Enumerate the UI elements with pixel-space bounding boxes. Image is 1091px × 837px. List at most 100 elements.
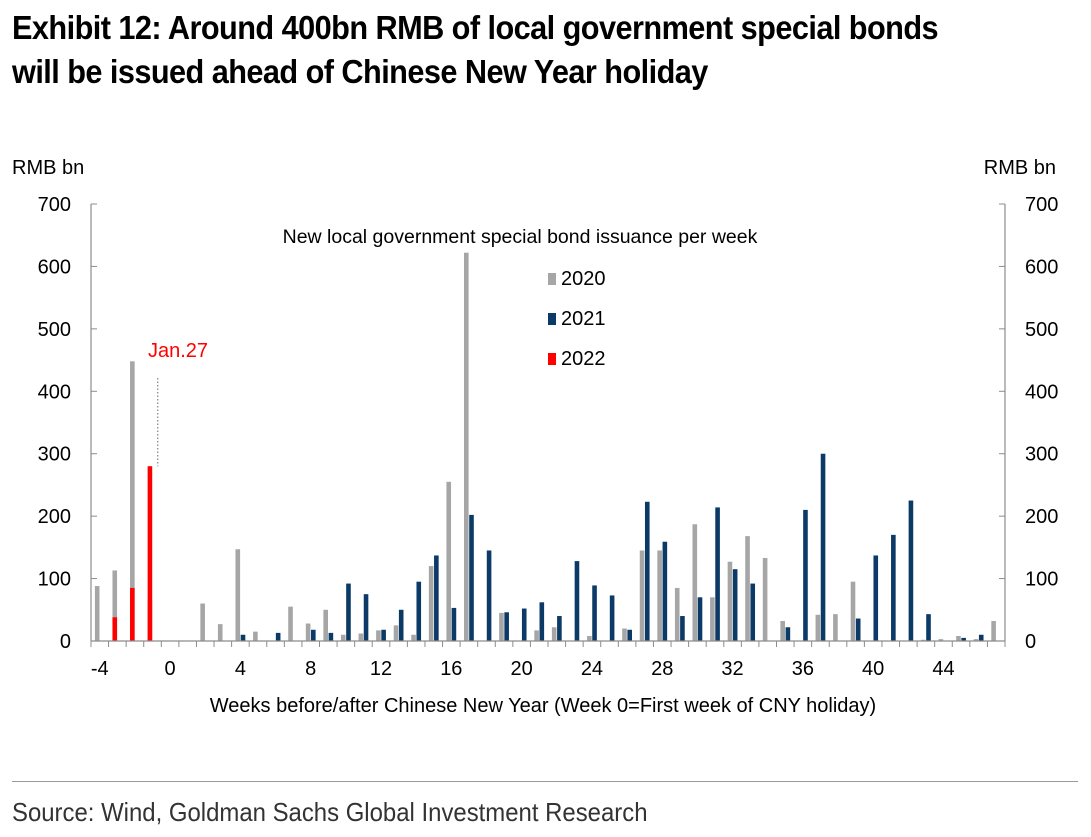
bar-2021	[820, 453, 826, 641]
annotation-label: Jan.27	[148, 340, 208, 362]
bar-2021	[732, 569, 738, 641]
bar-2020	[622, 628, 627, 641]
bar-2021	[891, 534, 896, 641]
bar-2020	[973, 639, 979, 641]
bar-2021	[451, 607, 457, 641]
bar-2021	[978, 634, 984, 641]
x-tick-label: -4	[91, 658, 109, 680]
bar-2021	[662, 541, 668, 641]
bar-2021	[750, 583, 756, 641]
bar-2020	[340, 634, 346, 641]
bar-2021	[926, 614, 931, 641]
bar-2020	[833, 614, 838, 641]
legend-swatch-2020	[548, 273, 556, 285]
bar-2020	[956, 636, 961, 641]
title-line-2: will be issued ahead of Chinese New Year…	[12, 53, 708, 90]
bar-2020	[780, 621, 785, 641]
bar-2020	[692, 524, 698, 641]
bar-2021	[644, 501, 650, 641]
source-note: Source: Wind, Goldman Sachs Global Inves…	[12, 797, 648, 827]
bar-2021	[381, 629, 386, 641]
bar-2021	[627, 629, 632, 641]
bar-2021	[539, 602, 545, 641]
bar-2020	[587, 636, 592, 641]
y-tick-label-left: 500	[38, 319, 71, 341]
x-tick-label: 4	[235, 658, 246, 680]
bar-2020	[850, 581, 856, 641]
bar-2021	[469, 514, 474, 641]
bar-2021	[311, 629, 316, 641]
bar-2021	[363, 594, 369, 641]
bar-2020	[200, 603, 205, 641]
bar-2021	[486, 550, 492, 641]
bar-2020	[411, 634, 416, 641]
y-axis-label-left: RMB bn	[12, 157, 84, 179]
bar-2020	[639, 550, 645, 641]
bar-2020	[710, 597, 715, 641]
x-tick-label: 24	[581, 658, 603, 680]
bar-2020	[938, 639, 944, 641]
bar-2022	[130, 587, 135, 641]
x-tick-label: 44	[932, 658, 954, 680]
bar-2020	[991, 621, 996, 641]
bar-2020	[762, 557, 768, 641]
y-tick-label-right: 200	[1025, 506, 1058, 528]
legend-label-2022: 2022	[561, 348, 606, 370]
x-tick-label: 16	[440, 658, 462, 680]
bar-2020	[815, 614, 821, 641]
bar-2021	[574, 561, 580, 641]
y-tick-label-right: 100	[1025, 569, 1058, 591]
bar-2020	[393, 625, 399, 641]
title-line-1: Exhibit 12: Around 400bn RMB of local go…	[12, 9, 939, 46]
x-tick-label: 40	[862, 658, 884, 680]
legend-label-2021: 2021	[561, 308, 606, 330]
bar-2020	[674, 587, 680, 641]
x-tick-label: 32	[721, 658, 743, 680]
x-tick-label: 0	[165, 658, 176, 680]
bar-2021	[609, 595, 615, 641]
y-tick-label-left: 100	[38, 569, 71, 591]
x-axis-label: Weeks before/after Chinese New Year (Wee…	[210, 695, 876, 717]
y-tick-label-left: 600	[38, 256, 71, 278]
bar-2020	[217, 624, 223, 641]
bar-2022	[147, 466, 153, 641]
bar-2021	[504, 612, 509, 641]
bar-2021	[697, 597, 703, 641]
bar-2021	[908, 500, 914, 641]
bar-2021	[680, 616, 685, 641]
bar-2021	[398, 609, 404, 641]
bar-2020	[499, 612, 504, 641]
x-tick-label: 20	[511, 658, 533, 680]
bar-2020	[305, 623, 311, 641]
bar-2020	[253, 631, 258, 641]
bar-2021	[275, 632, 281, 641]
x-tick-label: 36	[792, 658, 814, 680]
bar-2020	[921, 639, 926, 641]
bar-2020	[376, 630, 381, 641]
legend-swatch-2021	[548, 313, 556, 325]
y-tick-label-left: 400	[38, 381, 71, 403]
y-tick-label-right: 300	[1025, 444, 1058, 466]
exhibit-title: Exhibit 12: Around 400bn RMB of local go…	[12, 6, 1007, 94]
bar-2020	[446, 481, 452, 641]
bar-2021	[785, 627, 791, 641]
bar-2022	[112, 617, 118, 641]
bar-2020	[534, 630, 539, 641]
chart-inner-title: New local government special bond issuan…	[283, 226, 758, 248]
axis-ticks	[90, 203, 1006, 647]
bar-2020	[112, 570, 118, 641]
bar-2021	[592, 585, 597, 641]
bar-2021	[557, 616, 562, 641]
bar-2021	[961, 637, 966, 641]
bar-2021	[346, 583, 351, 641]
x-tick-label: 8	[305, 658, 316, 680]
y-tick-label-right: 400	[1025, 381, 1058, 403]
footer-divider	[12, 781, 1078, 782]
y-tick-label-right: 600	[1025, 256, 1058, 278]
y-tick-label-right: 500	[1025, 319, 1058, 341]
bar-2020	[288, 606, 293, 641]
bar-2021	[240, 634, 246, 641]
bar-2020	[323, 609, 328, 641]
y-tick-label-right: 0	[1025, 631, 1036, 653]
bar-2021	[328, 632, 334, 641]
